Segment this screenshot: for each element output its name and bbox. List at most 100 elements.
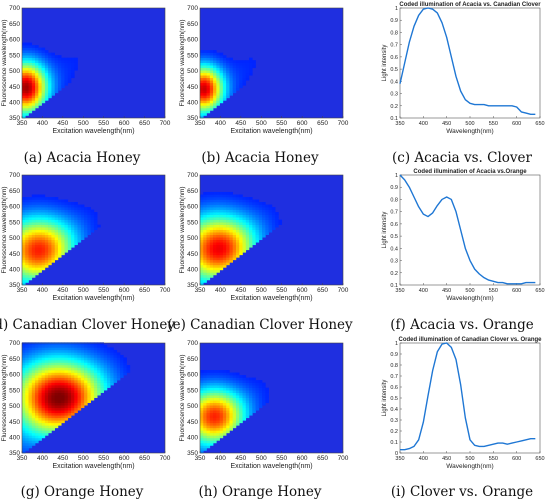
heatmap-cell: [255, 229, 260, 233]
heatmap-cell: [74, 402, 78, 406]
heatmap-cell: [113, 375, 118, 378]
heatmap-cell: [64, 77, 69, 81]
heatmap-cell: [38, 382, 42, 386]
heatmap-cell: [235, 70, 240, 74]
heatmap-cell: [84, 347, 88, 351]
heatmap-cell: [41, 435, 46, 439]
heatmap-cell: [209, 410, 214, 414]
heatmap-cell: [22, 77, 26, 81]
heatmap-cell: [44, 60, 49, 63]
heatmap-cell: [226, 397, 230, 401]
heatmap-cell: [25, 207, 29, 210]
heatmap-cell: [44, 425, 49, 429]
heatmap-cell: [54, 375, 59, 378]
heatmap-cell: [22, 105, 26, 109]
heatmap-cell: [22, 410, 26, 414]
heatmap-cell: [67, 217, 72, 220]
heatmap-cell: [61, 239, 65, 243]
heatmap-cell: [213, 194, 217, 198]
heatmap-cell: [229, 425, 233, 429]
heatmap-cell: [51, 354, 55, 358]
heatmap-cell: [61, 372, 65, 376]
heatmap-cell: [41, 194, 46, 198]
heatmap-cell: [222, 387, 227, 391]
heatmap-cell: [268, 204, 273, 208]
heatmap-cell: [226, 85, 230, 89]
heatmap-cell: [97, 359, 101, 363]
heatmap-cell: [61, 72, 65, 76]
heatmap-cell: [31, 77, 36, 81]
heatmap-cell: [61, 229, 65, 233]
heatmap-cell: [64, 387, 69, 391]
heatmap-cell: [35, 194, 39, 198]
heatmap-cell: [219, 100, 224, 104]
heatmap-cell: [229, 239, 233, 243]
heatmap-cell: [239, 385, 243, 388]
heatmap-cell: [25, 95, 29, 99]
heatmap-cell: [84, 385, 88, 388]
heatmap-cell: [203, 400, 207, 404]
heatmap-cell: [44, 55, 49, 58]
heatmap-cell: [38, 267, 42, 271]
heatmap-cell: [93, 344, 98, 348]
heatmap-cell: [232, 252, 237, 256]
heatmap-cell: [206, 107, 211, 111]
heatmap-cell: [252, 380, 256, 383]
heatmap-cell: [87, 222, 91, 225]
heatmap-cell: [239, 400, 243, 404]
heatmap-cell: [31, 92, 36, 96]
heatmap-cell: [258, 395, 263, 398]
heatmap-cell: [54, 359, 59, 363]
heatmap-cell: [61, 375, 65, 378]
heatmap-cell: [41, 217, 46, 220]
heatmap-cell: [232, 224, 237, 228]
heatmap-cell: [209, 214, 214, 218]
heatmap-cell: [249, 207, 253, 210]
x-axis-label: Excitation wavelength(nm): [230, 463, 312, 470]
heatmap-cell: [229, 415, 233, 419]
heatmap-cell: [22, 442, 26, 446]
heatmap-cell: [123, 367, 127, 371]
heatmap-cell: [67, 57, 72, 61]
heatmap-cell: [90, 397, 95, 401]
heatmap-cell: [38, 395, 42, 398]
y-tick-label: 0.1: [390, 440, 398, 446]
heatmap-cell: [239, 420, 243, 424]
heatmap-cell: [87, 370, 91, 373]
heatmap-cell: [235, 67, 240, 71]
heatmap-cell: [203, 232, 207, 236]
heatmap-cell: [25, 212, 29, 215]
heatmap-cell: [226, 430, 230, 434]
heatmap-cell: [226, 242, 230, 246]
heatmap-cell: [232, 77, 237, 81]
heatmap-cell: [31, 370, 36, 373]
heatmap-cell: [203, 437, 207, 441]
heatmap-cell: [57, 222, 62, 225]
heatmap-cell: [38, 357, 42, 361]
heatmap-cell: [216, 382, 220, 386]
heatmap-cell: [67, 402, 72, 406]
heatmap-cell: [252, 237, 256, 241]
heatmap-cell: [54, 410, 59, 414]
heatmap-cell: [120, 365, 124, 368]
heatmap-cell: [203, 207, 207, 210]
heatmap-cell: [51, 202, 55, 205]
heatmap-cell: [44, 234, 49, 238]
y-tick-label: 450: [187, 84, 198, 91]
heatmap-cell: [48, 349, 52, 353]
heatmap-cell: [71, 62, 75, 66]
heatmap-cell: [216, 204, 220, 208]
heatmap-cell: [200, 392, 204, 396]
heatmap-cell: [110, 367, 114, 371]
heatmap-cell: [219, 400, 224, 404]
heatmap-cell: [239, 247, 243, 251]
heatmap-cell: [200, 370, 204, 373]
heatmap-cell: [219, 229, 224, 233]
heatmap-cell: [262, 400, 266, 404]
x-tick-label: 500: [78, 287, 89, 294]
heatmap-cell: [252, 405, 256, 409]
heatmap-cell: [31, 422, 36, 426]
heatmap-cell: [249, 57, 253, 61]
heatmap-cell: [213, 385, 217, 388]
heatmap-cell: [35, 352, 39, 356]
